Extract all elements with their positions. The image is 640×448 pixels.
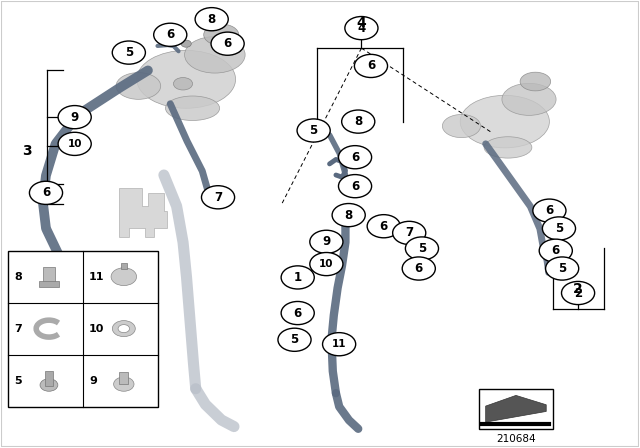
Bar xyxy=(120,263,127,269)
Ellipse shape xyxy=(204,24,239,45)
Text: 9: 9 xyxy=(89,375,97,386)
Circle shape xyxy=(323,332,356,356)
Text: 6: 6 xyxy=(294,306,302,319)
Circle shape xyxy=(195,8,228,31)
Text: 9: 9 xyxy=(323,235,330,248)
Polygon shape xyxy=(119,188,167,237)
Circle shape xyxy=(202,186,235,209)
Circle shape xyxy=(405,237,438,260)
Circle shape xyxy=(533,199,566,222)
Circle shape xyxy=(181,40,191,47)
Circle shape xyxy=(281,266,314,289)
Text: 10: 10 xyxy=(89,323,104,334)
Ellipse shape xyxy=(173,78,193,90)
Circle shape xyxy=(58,106,92,129)
Text: 5: 5 xyxy=(310,124,317,137)
Bar xyxy=(39,281,59,287)
Text: 10: 10 xyxy=(319,259,333,269)
Ellipse shape xyxy=(502,83,556,116)
Text: 11: 11 xyxy=(89,271,104,282)
Circle shape xyxy=(545,257,579,280)
Circle shape xyxy=(542,217,575,240)
Circle shape xyxy=(561,281,595,305)
Circle shape xyxy=(339,175,372,198)
Text: 4: 4 xyxy=(356,16,366,30)
Circle shape xyxy=(310,230,343,254)
Circle shape xyxy=(29,181,63,204)
Text: 6: 6 xyxy=(351,151,359,164)
Bar xyxy=(8,251,157,406)
Text: 2: 2 xyxy=(574,287,582,300)
Circle shape xyxy=(114,377,134,391)
Text: 5: 5 xyxy=(291,333,299,346)
Circle shape xyxy=(112,41,145,64)
Circle shape xyxy=(355,54,388,78)
Text: 8: 8 xyxy=(354,115,362,128)
Text: 7: 7 xyxy=(214,191,222,204)
Text: 210684: 210684 xyxy=(496,434,536,444)
Text: 3: 3 xyxy=(22,143,32,158)
Ellipse shape xyxy=(442,115,481,138)
Ellipse shape xyxy=(116,73,161,99)
Text: 7: 7 xyxy=(14,323,22,334)
Circle shape xyxy=(154,23,187,46)
Circle shape xyxy=(345,17,378,40)
Circle shape xyxy=(540,239,572,262)
Ellipse shape xyxy=(137,50,236,108)
Circle shape xyxy=(281,302,314,325)
Text: 6: 6 xyxy=(351,180,359,193)
Text: 5: 5 xyxy=(14,375,22,386)
Circle shape xyxy=(113,321,135,336)
Text: 7: 7 xyxy=(405,226,413,239)
Text: 5: 5 xyxy=(555,222,563,235)
Circle shape xyxy=(168,37,179,44)
Text: 6: 6 xyxy=(42,186,50,199)
Ellipse shape xyxy=(166,96,220,121)
Circle shape xyxy=(402,257,435,280)
Ellipse shape xyxy=(184,37,245,73)
Circle shape xyxy=(297,119,330,142)
Text: 8: 8 xyxy=(344,209,353,222)
Text: 8: 8 xyxy=(14,271,22,282)
Circle shape xyxy=(58,132,92,155)
Circle shape xyxy=(339,146,372,169)
Circle shape xyxy=(367,215,400,238)
Circle shape xyxy=(40,379,58,391)
Bar xyxy=(479,389,552,429)
Text: 5: 5 xyxy=(125,46,133,59)
Text: 1: 1 xyxy=(294,271,301,284)
Ellipse shape xyxy=(460,95,549,148)
Bar xyxy=(119,372,128,384)
Bar xyxy=(43,267,55,286)
Text: 2: 2 xyxy=(573,282,583,297)
Text: 6: 6 xyxy=(545,204,554,217)
Circle shape xyxy=(118,325,129,332)
Circle shape xyxy=(393,221,426,245)
Circle shape xyxy=(231,46,241,53)
Circle shape xyxy=(111,268,136,285)
Text: 9: 9 xyxy=(70,111,79,124)
Text: 6: 6 xyxy=(367,60,375,73)
Text: 6: 6 xyxy=(552,244,560,257)
Text: 6: 6 xyxy=(166,28,174,41)
Text: 11: 11 xyxy=(332,339,346,349)
Circle shape xyxy=(332,203,365,227)
Circle shape xyxy=(310,253,343,276)
Circle shape xyxy=(211,32,244,55)
Bar xyxy=(45,371,52,386)
Ellipse shape xyxy=(520,72,550,91)
Text: 6: 6 xyxy=(380,220,388,233)
Text: 6: 6 xyxy=(415,262,423,275)
Text: 10: 10 xyxy=(67,139,82,149)
Text: 4: 4 xyxy=(357,22,365,34)
Circle shape xyxy=(342,110,375,133)
Ellipse shape xyxy=(484,137,532,158)
Text: 5: 5 xyxy=(418,242,426,255)
Text: 8: 8 xyxy=(207,13,216,26)
Text: 5: 5 xyxy=(558,262,566,275)
Polygon shape xyxy=(486,396,546,422)
Text: 6: 6 xyxy=(223,37,232,50)
Circle shape xyxy=(278,328,311,351)
